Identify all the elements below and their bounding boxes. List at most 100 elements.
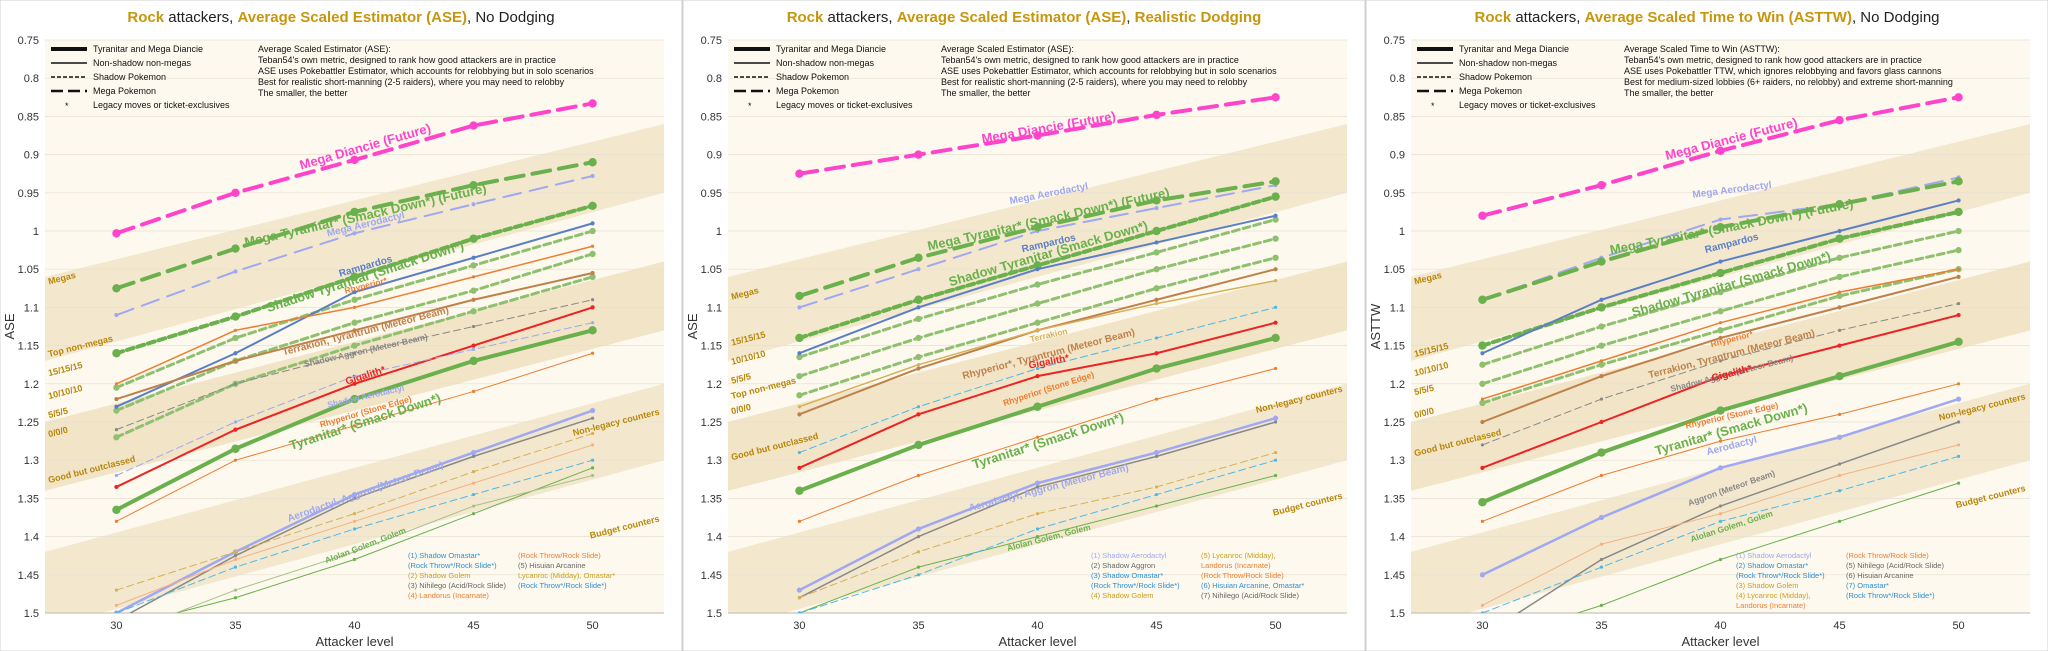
data-point xyxy=(588,99,597,108)
legend-label: Tyranitar and Mega Diancie xyxy=(776,44,886,54)
panel-2: Rock attackers, Average Scaled Estimator… xyxy=(682,0,1366,651)
data-point xyxy=(588,326,597,335)
data-point xyxy=(1599,557,1604,562)
data-point xyxy=(1480,519,1485,523)
data-point xyxy=(1152,110,1161,120)
data-point xyxy=(796,353,803,361)
data-point xyxy=(1480,351,1485,356)
data-point xyxy=(588,158,597,167)
data-point xyxy=(1273,267,1278,272)
y-tick-label: 0.8 xyxy=(1390,73,1405,85)
data-point xyxy=(114,473,119,478)
data-point xyxy=(1271,333,1280,343)
y-tick-label: 1.35 xyxy=(701,493,722,505)
y-tick-label: 1.3 xyxy=(707,455,722,467)
data-point xyxy=(114,382,119,386)
data-point xyxy=(1597,257,1606,266)
panel-1: Rock attackers, Average Scaled Estimator… xyxy=(0,0,683,651)
data-point xyxy=(590,416,595,420)
data-point xyxy=(1479,572,1486,578)
data-point xyxy=(233,596,238,600)
data-point xyxy=(1154,297,1159,302)
data-point xyxy=(233,565,238,569)
data-point xyxy=(589,273,596,280)
data-point xyxy=(233,328,238,332)
y-tick-label: 0.85 xyxy=(701,111,722,123)
data-point xyxy=(233,382,238,386)
data-point xyxy=(1152,196,1161,205)
data-point xyxy=(1836,434,1843,440)
x-tick-label: 35 xyxy=(912,620,924,632)
data-point xyxy=(797,519,802,523)
data-point xyxy=(915,334,922,342)
data-point xyxy=(589,407,596,414)
y-tick-label: 1.4 xyxy=(1390,532,1405,544)
y-tick-label: 1.5 xyxy=(707,608,722,620)
x-tick-label: 50 xyxy=(1952,620,1964,632)
band-label-5-5-5: 5/5/5 xyxy=(730,371,752,386)
footnote: Landorus (Incarnate) xyxy=(1736,601,1806,610)
legend: Tyranitar and Mega Diancie Non-shadow non… xyxy=(51,44,230,111)
data-point xyxy=(470,308,477,315)
data-point xyxy=(1035,328,1040,332)
data-point xyxy=(114,588,119,592)
chart-title-part: Average Scaled Estimator (ASE) xyxy=(237,9,467,26)
legend-label: Non-shadow non-megas xyxy=(93,58,192,68)
data-point xyxy=(231,188,240,197)
data-point xyxy=(1836,254,1843,261)
data-point xyxy=(797,412,802,417)
data-point xyxy=(795,169,804,178)
data-point xyxy=(1716,268,1725,278)
y-tick-label: 1.5 xyxy=(24,608,39,620)
metric-note: Teban54's own metric, designed to rank h… xyxy=(1624,55,1922,65)
y-tick-label: 1.35 xyxy=(18,493,39,505)
data-point xyxy=(350,394,359,404)
data-point xyxy=(233,351,238,356)
data-point xyxy=(914,440,923,450)
data-point xyxy=(1599,565,1604,569)
data-point xyxy=(1835,200,1844,209)
series-line-unlabeled-20 xyxy=(115,432,594,591)
x-tick-label: 45 xyxy=(1150,620,1162,632)
data-point xyxy=(1598,361,1605,368)
data-point xyxy=(231,244,240,253)
chart-title-part: Rock xyxy=(1474,9,1511,26)
legend-swatch: * xyxy=(748,101,752,111)
data-point xyxy=(1478,498,1487,507)
data-point xyxy=(1480,611,1485,613)
data-point xyxy=(350,272,359,282)
legend-label: Legacy moves or ticket-exclusives xyxy=(776,100,913,110)
chart-title-part: attackers, xyxy=(1511,9,1584,26)
y-tick-label: 1.4 xyxy=(707,532,722,544)
legend-label: Mega Pokemon xyxy=(776,86,839,96)
data-point xyxy=(1837,462,1842,466)
data-point xyxy=(469,180,478,190)
data-point xyxy=(231,312,240,321)
data-point xyxy=(1718,504,1723,508)
band-label-5-5-5: 5/5/5 xyxy=(47,406,69,421)
footnote: (1) Shadow Omastar* xyxy=(408,551,480,560)
footnote: (Rock Throw/Rock Slide) xyxy=(518,551,601,560)
legend-label: Non-shadow non-megas xyxy=(1459,58,1558,68)
data-point xyxy=(1035,366,1040,371)
data-point xyxy=(352,351,357,355)
y-tick-label: 1.1 xyxy=(707,302,722,314)
panel-3: Rock attackers, Average Scaled Time to W… xyxy=(1365,0,2048,651)
data-point xyxy=(1837,412,1842,416)
data-point xyxy=(233,557,238,562)
data-point xyxy=(469,121,478,130)
data-point xyxy=(231,444,240,453)
data-point xyxy=(589,227,596,235)
data-point xyxy=(1153,449,1160,456)
series-line-shadow-aggron-meteor-beam xyxy=(115,299,594,431)
data-point xyxy=(352,424,357,428)
data-point xyxy=(352,512,357,516)
data-point xyxy=(1956,481,1961,485)
data-point xyxy=(1154,397,1159,401)
data-point xyxy=(114,428,119,432)
data-point xyxy=(471,481,476,485)
footnote: (7) Nihilego (Acid/Rock Slide) xyxy=(1201,591,1299,600)
data-point xyxy=(352,527,357,531)
data-point xyxy=(1273,458,1278,462)
data-point xyxy=(233,427,238,432)
